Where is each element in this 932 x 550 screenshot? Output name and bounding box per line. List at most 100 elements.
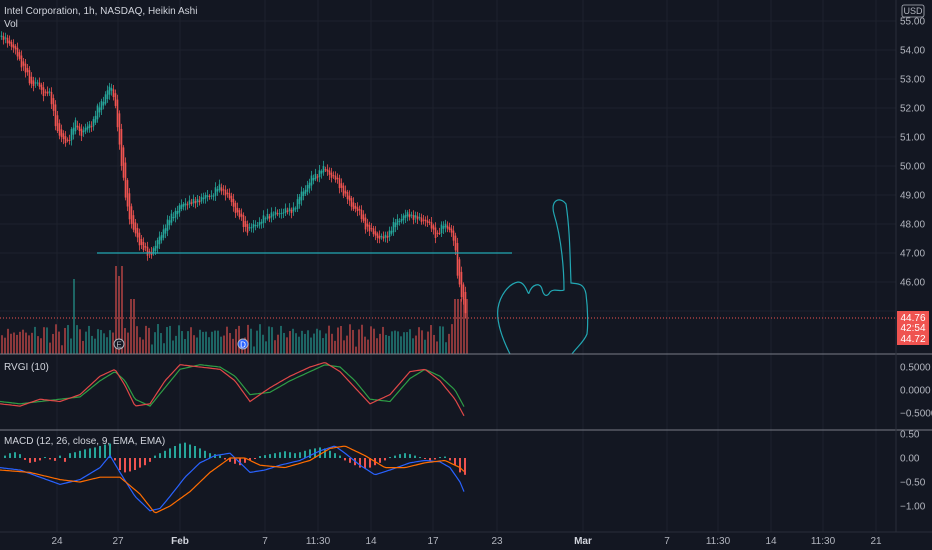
candle-body (86, 126, 89, 130)
macd-histogram-bar (459, 458, 461, 473)
event-markers[interactable]: E D (113, 338, 249, 350)
macd-histogram-bar (89, 448, 91, 458)
candle-body (164, 228, 167, 234)
candle-body (386, 236, 389, 238)
candle-body (94, 115, 97, 123)
candle-body (282, 212, 285, 214)
volume-bar (352, 329, 354, 354)
candle-body (332, 175, 335, 177)
volume-bar (187, 331, 189, 354)
rvgi-pane[interactable]: RVGI (10) 0.5000 0.0000 −0.5000 (0, 362, 932, 420)
candle-body (312, 178, 315, 181)
candle-body (106, 90, 109, 100)
volume-bar (322, 338, 324, 354)
macd-histogram-bar (269, 454, 271, 458)
last-price-value: 44.76 (900, 313, 925, 324)
candle-body (322, 166, 325, 173)
volume-bar (223, 335, 225, 354)
candle-body (350, 198, 353, 207)
volume-bar (406, 332, 408, 354)
candle-body (14, 46, 17, 50)
candle-body (154, 245, 157, 251)
macd-histogram-bar (154, 455, 156, 458)
macd-histogram-bar (44, 457, 46, 459)
volume-bar (118, 276, 120, 354)
volume-bar (367, 339, 369, 354)
macd-histogram-bar (349, 458, 351, 463)
macd-histogram-bar (334, 453, 336, 458)
rvgi-title: RVGI (10) (4, 362, 49, 373)
volume-bar (130, 299, 132, 354)
volume-bar (235, 329, 237, 354)
dividend-marker[interactable]: D (237, 338, 249, 350)
candle-body (54, 104, 57, 127)
earnings-marker[interactable]: E (113, 338, 125, 350)
time-tick-label: Feb (171, 536, 189, 547)
candle-body (442, 225, 445, 229)
macd-histogram-bar (414, 455, 416, 458)
candle-body (440, 224, 443, 234)
candle-body (308, 182, 311, 189)
candle-body (104, 94, 107, 104)
volume-bar (124, 328, 126, 354)
price-axis[interactable]: USD 55.00 54.00 53.00 52.00 51.00 50.00 49.00 4… (897, 4, 929, 345)
volume-bar (154, 332, 156, 354)
candle-body (250, 227, 253, 229)
volume-bar (214, 330, 216, 354)
volume-bar (103, 333, 105, 354)
macd-histogram-bar (464, 458, 466, 475)
macd-histogram-bar (394, 455, 396, 458)
candle-body (284, 208, 287, 213)
currency-label: USD (903, 6, 923, 16)
volume-bar (463, 299, 465, 354)
candle-body (398, 221, 401, 223)
candle-body (60, 129, 63, 138)
volume-bar (385, 334, 387, 354)
volume-bar (310, 337, 312, 354)
candle-body (366, 223, 369, 227)
candle-body (102, 101, 105, 106)
macd-histogram-bar (209, 453, 211, 458)
volume-bar (64, 327, 66, 354)
volume-bar (466, 299, 468, 354)
hand-gesture-drawing[interactable] (497, 199, 589, 355)
macd-histogram-bar (319, 447, 321, 458)
candle-body (258, 222, 261, 226)
candle-body (190, 202, 193, 204)
time-tick-label: 7 (262, 536, 268, 547)
candle-body (298, 196, 301, 205)
time-axis[interactable]: 24 27 Feb 7 11:30 14 17 23 Mar 7 11:30 14 11:30 21 (51, 536, 882, 547)
candle-body (238, 210, 241, 218)
candle-body (174, 210, 177, 218)
macd-histogram-bar (419, 457, 421, 459)
candle-body (10, 42, 13, 47)
price-pane[interactable]: E D Intel Corporation, 1h, NASDAQ, Heiki… (0, 6, 896, 355)
candle-body (464, 291, 467, 314)
candle-body (428, 221, 431, 223)
volume-bar (67, 325, 69, 354)
volume-bar (175, 335, 177, 354)
candle-body (20, 55, 23, 68)
candle-body (128, 193, 131, 220)
volume-bar (49, 342, 51, 354)
macd-histogram-bar (384, 458, 386, 461)
volume-bar (301, 330, 303, 354)
candle-body (378, 235, 381, 239)
macd-histogram-bar (329, 450, 331, 458)
volume-bar (421, 330, 423, 354)
macd-histogram-bar (79, 450, 81, 458)
candle-body (192, 198, 195, 204)
candle-body (152, 248, 155, 254)
volume-bar (265, 341, 267, 354)
macd-histogram-bar (29, 458, 31, 463)
volume-bar (442, 326, 444, 354)
currency-badge[interactable] (901, 4, 925, 18)
candle-body (264, 218, 267, 220)
volume-bar (268, 326, 270, 354)
candle-body (110, 88, 113, 91)
macd-pane[interactable]: MACD (12, 26, close, 9, EMA, EMA) 0.50 0.… (0, 430, 926, 514)
volume-bar (427, 331, 429, 354)
volume-bar (304, 333, 306, 354)
candle-body (88, 124, 91, 129)
